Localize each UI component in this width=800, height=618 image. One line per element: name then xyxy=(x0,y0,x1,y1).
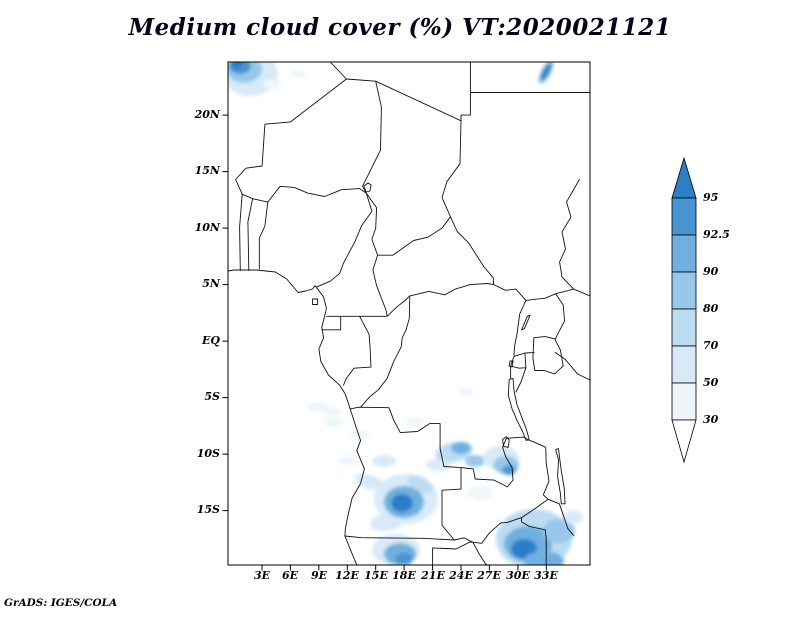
colorbar-segment xyxy=(671,382,697,421)
x-axis-label: 18E xyxy=(392,569,416,582)
axis-ticks xyxy=(222,114,547,571)
colorbar-label: 30 xyxy=(703,413,719,426)
y-axis-label: EQ xyxy=(202,334,220,347)
x-axis-label: 27E xyxy=(477,569,501,582)
nigeria-cameroon-border xyxy=(316,192,373,288)
x-axis-label: 30E xyxy=(506,569,530,582)
central-africa-borders xyxy=(326,192,495,317)
congo-gabon-borders xyxy=(321,295,411,408)
colorbar-segment xyxy=(671,345,697,384)
sahara-borders xyxy=(235,62,462,203)
map-frame xyxy=(227,61,591,566)
grads-credit: GrADS: IGES/COLA xyxy=(4,597,118,609)
east-africa-borders xyxy=(493,179,590,393)
x-axis-label: 24E xyxy=(449,569,473,582)
chad-sudan-borders xyxy=(441,62,590,218)
x-axis-label: 33E xyxy=(534,569,558,582)
coastline xyxy=(228,269,365,565)
colorbar-label: 80 xyxy=(703,302,719,315)
west-africa-borders xyxy=(239,193,269,271)
country-borders xyxy=(228,62,590,565)
x-axis-label: 3E xyxy=(253,569,271,582)
y-axis-label: 5N xyxy=(202,277,220,290)
colorbar-arrow-bottom xyxy=(671,419,697,464)
x-axis-label: 12E xyxy=(335,569,359,582)
x-axis-label: 6E xyxy=(281,569,299,582)
map-plot xyxy=(222,61,591,571)
colorbar-segment xyxy=(671,197,697,236)
y-axis-label: 10S xyxy=(196,447,220,460)
cloud-shading xyxy=(228,62,583,565)
colorbar-arrow-top xyxy=(671,156,697,199)
y-axis-label: 20N xyxy=(194,108,220,121)
y-axis-label: 15S xyxy=(196,503,220,516)
colorbar-label: 90 xyxy=(703,265,719,278)
chart-title: Medium cloud cover (%) VT:2020021121 xyxy=(128,14,672,41)
colorbar-label: 70 xyxy=(703,339,719,352)
x-axis-label: 15E xyxy=(364,569,388,582)
x-axis-label: 21E xyxy=(421,569,445,582)
colorbar xyxy=(671,156,697,464)
x-axis-label: 9E xyxy=(310,569,328,582)
colorbar-label: 92.5 xyxy=(703,228,730,241)
colorbar-label: 95 xyxy=(703,191,719,204)
y-axis-label: 5S xyxy=(204,390,220,403)
colorbar-segment xyxy=(671,234,697,273)
colorbar-label: 50 xyxy=(703,376,719,389)
colorbar-segment xyxy=(671,308,697,347)
y-axis-label: 10N xyxy=(194,221,220,234)
lakes xyxy=(312,182,566,505)
y-axis-label: 15N xyxy=(194,164,220,177)
colorbar-segment xyxy=(671,271,697,310)
southern-africa-borders xyxy=(344,406,575,565)
